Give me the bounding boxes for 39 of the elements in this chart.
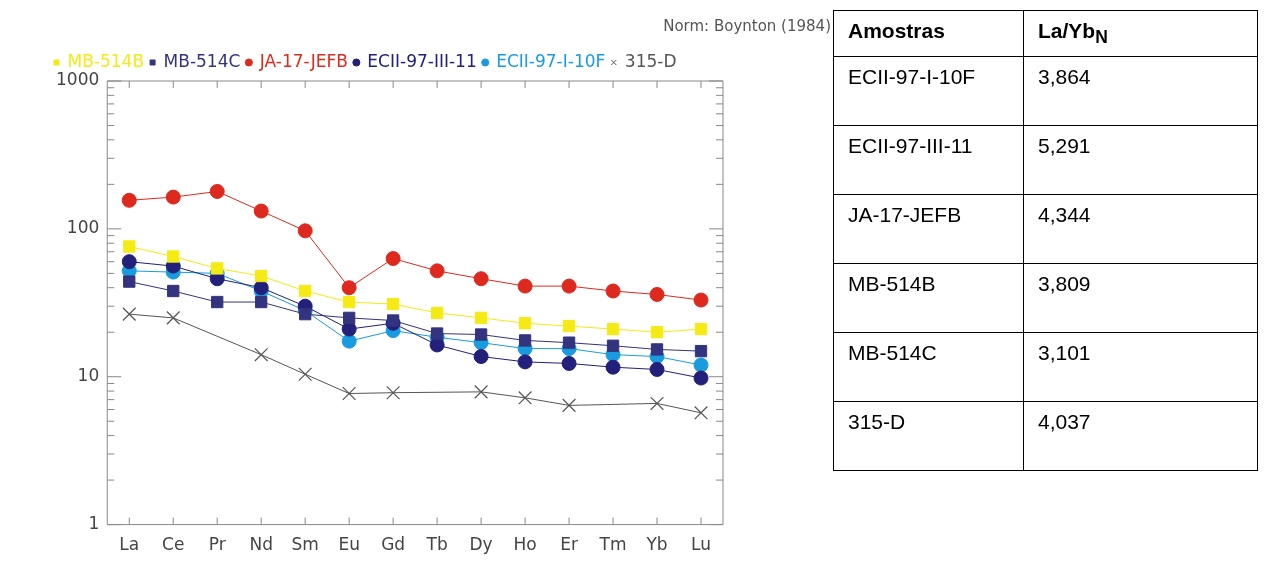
x-tick-label: Eu: [338, 534, 360, 555]
x-tick-label: Lu: [691, 534, 711, 555]
legend-label: ECII-97-I-10F: [496, 50, 606, 71]
legend-label: MB-514B: [67, 50, 145, 71]
text: Norm: Boynton (1984): [663, 17, 831, 36]
text: MB-514B: [833, 263, 1024, 333]
x-tick-label: Ho: [513, 534, 537, 555]
x-tick-label: Er: [560, 534, 578, 555]
text: 3,864: [1023, 56, 1258, 126]
text: Amostras: [833, 10, 1024, 57]
x-tick-label: Dy: [469, 534, 493, 555]
legend-label: 315-D: [624, 50, 677, 71]
x-tick-label: Tb: [425, 534, 448, 555]
y-tick-label: 1: [88, 513, 100, 534]
y-tick-label: 100: [66, 217, 100, 238]
text: 4,037: [1023, 401, 1258, 471]
y-tick-label: 10: [77, 365, 100, 386]
text: ECII-97-I-10F: [833, 56, 1024, 126]
x-tick-label: Yb: [645, 534, 668, 555]
text: 3,101: [1023, 332, 1258, 402]
text: JA-17-JEFB: [833, 194, 1024, 264]
x-tick-label: Ce: [162, 534, 185, 555]
text: 5,291: [1023, 125, 1258, 195]
text: 315-D: [833, 401, 1024, 471]
x-tick-label: Pr: [208, 534, 226, 555]
y-tick-label: 1000: [56, 69, 100, 90]
x-tick-label: Gd: [381, 534, 406, 555]
text: ECII-97-III-11: [833, 125, 1024, 195]
x-tick-label: Sm: [291, 534, 319, 555]
text: La/Yb$_{N}$: [1023, 10, 1258, 57]
text: 4,344: [1023, 194, 1258, 264]
text: 3,809: [1023, 263, 1258, 333]
x-tick-label: Nd: [249, 534, 273, 555]
legend-label: MB-514C: [163, 50, 241, 71]
x-tick-label: La: [119, 534, 140, 555]
legend-label: ECII-97-III-11: [367, 50, 477, 71]
text: MB-514C: [833, 332, 1024, 402]
x-tick-label: Tm: [598, 534, 627, 555]
legend-label: JA-17-JEFB: [258, 50, 348, 71]
